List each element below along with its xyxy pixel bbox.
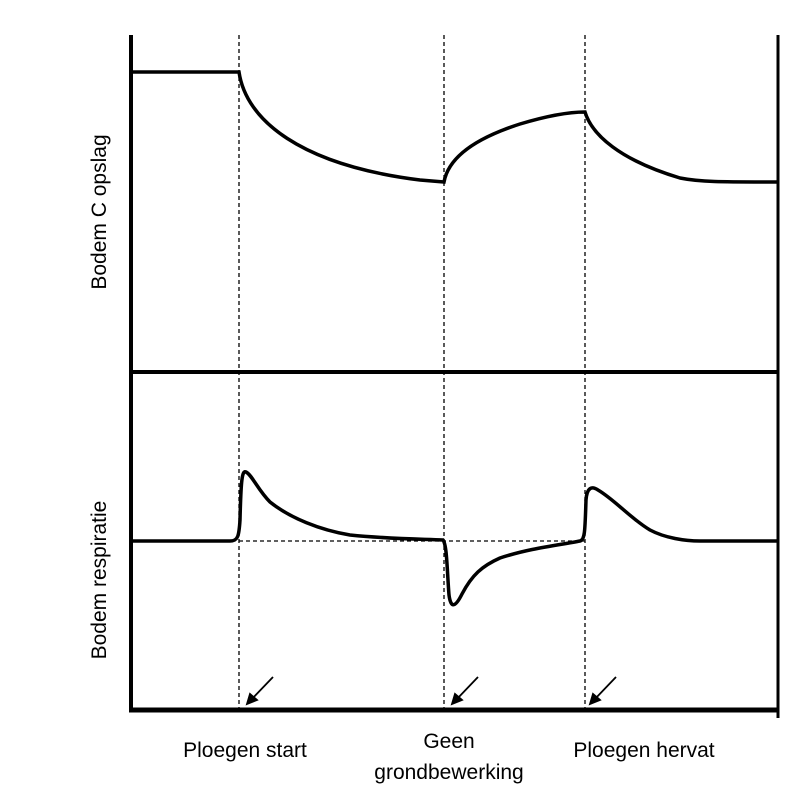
ylabel-soil-carbon: Bodem C opslag (88, 134, 111, 289)
soil-carbon-curve (131, 70, 779, 184)
event-label-ploegen-hervat: Ploegen hervat (573, 739, 714, 762)
event-label-ploegen-start: Ploegen start (183, 739, 307, 762)
arrow-icon (245, 676, 274, 706)
ylabel-respiration: Bodem respiratie (88, 501, 111, 660)
arrow-icon (450, 676, 479, 706)
event-label-geen: Geen (423, 730, 474, 753)
event-label-grondbewerking: grondbewerking (374, 761, 523, 784)
arrow-icon (588, 676, 617, 706)
respiration-curve (131, 470, 778, 607)
